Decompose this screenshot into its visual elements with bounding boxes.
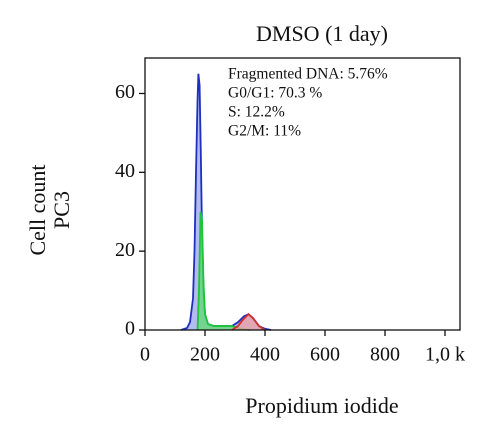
x-tick-label: 600 <box>310 344 340 366</box>
area-fill <box>181 73 271 330</box>
x-tick-label: 800 <box>370 344 400 366</box>
series-line <box>231 313 266 331</box>
x-axis-label: Propidium iodide <box>245 393 398 418</box>
x-tick-label: 200 <box>190 344 220 366</box>
area-fill <box>232 314 265 330</box>
y-tick-label: 40 <box>115 160 135 182</box>
area-fill <box>197 211 250 330</box>
x-tick-label: 1,0 k <box>425 344 465 366</box>
y-axis-label: PC3 <box>49 191 74 229</box>
x-tick-label: 0 <box>140 344 150 366</box>
annotation: Fragmented DNA: 5.76% <box>228 66 388 83</box>
annotation: G0/G1: 70.3 % <box>228 85 322 102</box>
chart-title: DMSO (1 day) <box>256 21 388 46</box>
annotation: S: 12.2% <box>228 104 285 121</box>
plot-frame <box>144 57 461 331</box>
y-tick-label: 60 <box>115 81 135 103</box>
annotation: G2/M: 11% <box>228 123 301 140</box>
x-tick-label: 400 <box>250 344 280 366</box>
series-line <box>196 211 251 331</box>
y-axis-label: Cell count <box>25 164 50 255</box>
y-tick-label: 0 <box>125 318 135 340</box>
y-tick-label: 20 <box>115 239 135 261</box>
